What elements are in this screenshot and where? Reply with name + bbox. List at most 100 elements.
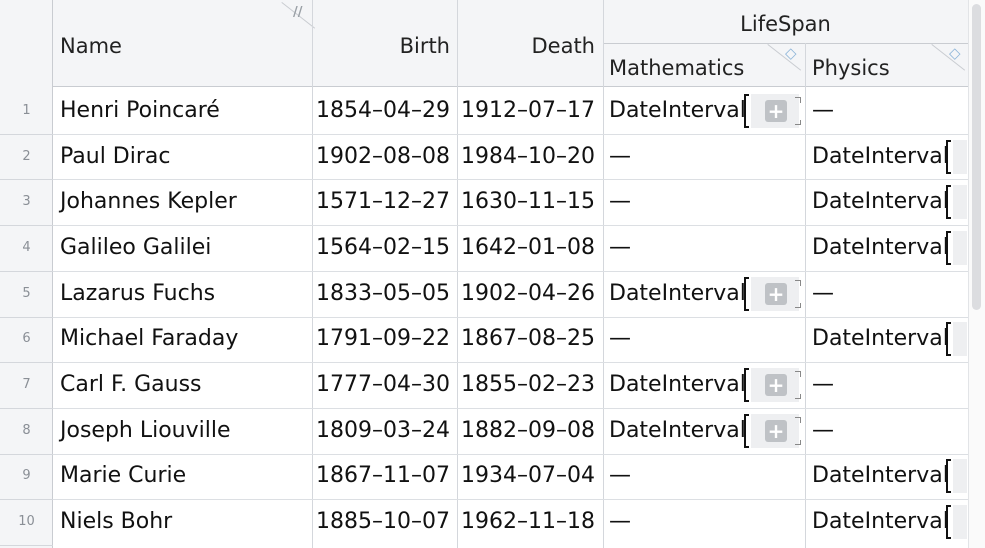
cell-birth[interactable]: 1791–09–22 xyxy=(316,326,450,352)
cell-physics[interactable]: DateInterval xyxy=(812,234,949,260)
cell-death[interactable]: 1902–04–26 xyxy=(461,280,595,306)
plus-icon[interactable]: + xyxy=(765,419,787,442)
cell-name[interactable]: Johannes Kepler xyxy=(60,189,237,215)
cell-name[interactable]: Lazarus Fuchs xyxy=(60,280,216,306)
header-name[interactable]: Name xyxy=(60,34,122,58)
bracket-glyph xyxy=(744,413,749,448)
resize-corner-icon[interactable]: ◇ xyxy=(949,44,961,62)
cell-name[interactable]: Paul Dirac xyxy=(60,143,171,169)
cell-physics[interactable]: DateInterval xyxy=(812,143,949,169)
resize-corner-icon[interactable]: ◇ xyxy=(785,44,797,62)
cell-mathematics[interactable]: — xyxy=(609,143,631,169)
cell-physics[interactable]: — xyxy=(812,97,834,123)
cell-name[interactable]: Henri Poincaré xyxy=(60,97,220,123)
row-number: 4 xyxy=(22,239,31,255)
row-divider xyxy=(0,545,53,546)
column-divider xyxy=(457,0,458,548)
row-number: 3 xyxy=(22,194,31,210)
header-birth[interactable]: Birth xyxy=(399,34,450,58)
row-divider xyxy=(0,499,53,501)
header-death[interactable]: Death xyxy=(531,34,595,58)
cell-name[interactable]: Carl F. Gauss xyxy=(60,372,202,398)
cell-name[interactable]: Joseph Liouville xyxy=(60,417,231,443)
cell-death[interactable]: 1984–10–20 xyxy=(461,143,595,169)
cell-birth[interactable]: 1854–04–29 xyxy=(316,97,450,123)
cell-mathematics[interactable]: DateInterval xyxy=(609,280,746,306)
row-divider xyxy=(53,407,968,409)
cell-birth[interactable]: 1867–11–07 xyxy=(316,463,450,489)
row-number: 7 xyxy=(22,377,31,393)
cell-birth[interactable]: 1571–12–27 xyxy=(316,189,450,215)
cell-mathematics[interactable]: — xyxy=(609,463,631,489)
cell-mathematics[interactable]: — xyxy=(609,189,631,215)
row-number-column xyxy=(0,0,53,548)
bracket-glyph xyxy=(744,93,749,128)
bracket-glyph xyxy=(946,185,951,220)
plus-icon[interactable]: + xyxy=(765,282,787,305)
row-number: 8 xyxy=(22,422,31,438)
cell-mathematics[interactable]: DateInterval xyxy=(609,417,746,443)
cell-death[interactable]: 1855–02–23 xyxy=(461,372,595,398)
summary-box xyxy=(953,139,967,174)
plus-icon[interactable]: + xyxy=(765,99,787,122)
header-physics[interactable]: Physics xyxy=(812,56,890,80)
cell-name[interactable]: Michael Faraday xyxy=(60,326,239,352)
row-divider xyxy=(0,407,53,409)
plus-icon[interactable]: + xyxy=(765,374,787,397)
bracket-glyph xyxy=(946,139,951,174)
cell-physics[interactable]: DateInterval xyxy=(812,189,949,215)
cell-physics[interactable]: — xyxy=(812,372,834,398)
cell-birth[interactable]: 1902–08–08 xyxy=(316,143,450,169)
cell-physics[interactable]: DateInterval xyxy=(812,463,949,489)
cell-death[interactable]: 1934–07–04 xyxy=(461,463,595,489)
cell-birth[interactable]: 1777–04–30 xyxy=(316,372,450,398)
corner-icon xyxy=(795,279,801,286)
row-divider xyxy=(0,316,53,318)
corner-icon xyxy=(795,96,801,103)
row-number: 5 xyxy=(22,285,31,301)
row-divider xyxy=(53,225,968,227)
row-divider xyxy=(0,133,53,135)
cell-physics[interactable]: DateInterval xyxy=(812,509,949,535)
summary-box xyxy=(953,230,967,265)
cell-mathematics[interactable]: — xyxy=(609,509,631,535)
cell-death[interactable]: 1912–07–17 xyxy=(461,97,595,123)
bracket-glyph xyxy=(946,459,951,494)
row-number: 9 xyxy=(22,468,31,484)
header-subdivider xyxy=(603,43,968,44)
cell-physics[interactable]: — xyxy=(812,280,834,306)
header-lifespan[interactable]: LifeSpan xyxy=(740,12,831,36)
summary-box xyxy=(953,505,967,540)
bracket-glyph xyxy=(744,368,749,403)
cell-mathematics[interactable]: — xyxy=(609,234,631,260)
cell-birth[interactable]: 1809–03–24 xyxy=(316,417,450,443)
cell-birth[interactable]: 1564–02–15 xyxy=(316,234,450,260)
cell-death[interactable]: 1630–11–15 xyxy=(461,189,595,215)
cell-physics[interactable]: DateInterval xyxy=(812,326,949,352)
bracket-glyph xyxy=(946,230,951,265)
cell-death[interactable]: 1867–08–25 xyxy=(461,326,595,352)
cell-name[interactable]: Niels Bohr xyxy=(60,509,173,535)
column-grip-icon[interactable]: // xyxy=(293,5,303,20)
cell-mathematics[interactable]: — xyxy=(609,326,631,352)
cell-mathematics[interactable]: DateInterval xyxy=(609,97,746,123)
cell-death[interactable]: 1882–09–08 xyxy=(461,417,595,443)
cell-mathematics[interactable]: DateInterval xyxy=(609,372,746,398)
cell-name[interactable]: Marie Curie xyxy=(60,463,187,489)
cell-physics[interactable]: — xyxy=(812,417,834,443)
cell-name[interactable]: Galileo Galilei xyxy=(60,234,212,260)
cell-death[interactable]: 1962–11–18 xyxy=(461,509,595,535)
cell-birth[interactable]: 1885–10–07 xyxy=(316,509,450,535)
scrollbar-thumb[interactable] xyxy=(972,4,981,310)
summary-box xyxy=(953,459,967,494)
row-divider xyxy=(53,453,968,455)
bracket-glyph xyxy=(946,505,951,540)
row-divider xyxy=(0,225,53,227)
summary-box xyxy=(953,185,967,220)
cell-death[interactable]: 1642–01–08 xyxy=(461,234,595,260)
corner-icon xyxy=(795,394,801,400)
corner-icon xyxy=(795,439,801,445)
cell-birth[interactable]: 1833–05–05 xyxy=(316,280,450,306)
header-mathematics[interactable]: Mathematics xyxy=(609,56,745,80)
bracket-glyph xyxy=(744,276,749,311)
